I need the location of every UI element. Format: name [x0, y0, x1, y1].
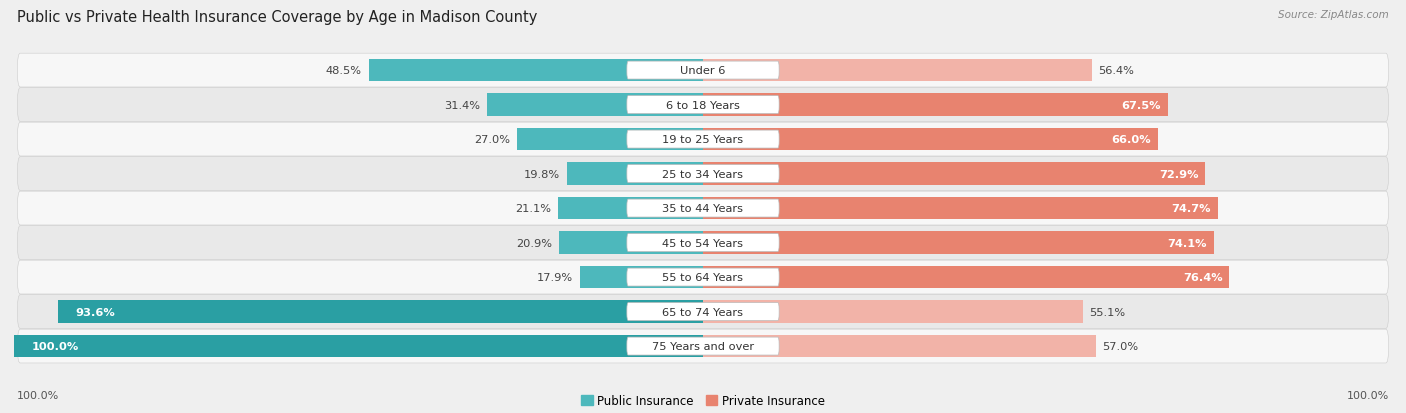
Text: 57.0%: 57.0% [1102, 341, 1139, 351]
Bar [703, 163, 1205, 185]
Text: 55.1%: 55.1% [1090, 307, 1126, 317]
FancyBboxPatch shape [627, 96, 779, 114]
Bar [703, 335, 1095, 357]
Text: 100.0%: 100.0% [17, 390, 59, 400]
FancyBboxPatch shape [17, 261, 1389, 294]
Bar [58, 301, 703, 323]
Text: 76.4%: 76.4% [1182, 273, 1222, 282]
Bar [703, 301, 1083, 323]
FancyBboxPatch shape [17, 88, 1389, 122]
Text: 19.8%: 19.8% [523, 169, 560, 179]
FancyBboxPatch shape [17, 330, 1389, 363]
Bar [517, 128, 703, 151]
Bar [703, 128, 1157, 151]
Text: 74.7%: 74.7% [1171, 204, 1211, 214]
FancyBboxPatch shape [17, 295, 1389, 329]
Bar [703, 94, 1168, 116]
FancyBboxPatch shape [627, 131, 779, 149]
Text: Under 6: Under 6 [681, 66, 725, 76]
Text: 74.1%: 74.1% [1167, 238, 1206, 248]
Legend: Public Insurance, Private Insurance: Public Insurance, Private Insurance [581, 394, 825, 407]
FancyBboxPatch shape [627, 268, 779, 286]
Text: 21.1%: 21.1% [515, 204, 551, 214]
Bar [703, 60, 1091, 82]
Bar [567, 163, 703, 185]
Text: 75 Years and over: 75 Years and over [652, 341, 754, 351]
FancyBboxPatch shape [17, 54, 1389, 88]
Bar [703, 197, 1218, 220]
Text: 17.9%: 17.9% [537, 273, 572, 282]
Text: 93.6%: 93.6% [76, 307, 115, 317]
Bar [486, 94, 703, 116]
Text: 35 to 44 Years: 35 to 44 Years [662, 204, 744, 214]
Text: 20.9%: 20.9% [516, 238, 553, 248]
FancyBboxPatch shape [627, 303, 779, 321]
Text: 6 to 18 Years: 6 to 18 Years [666, 100, 740, 110]
FancyBboxPatch shape [627, 234, 779, 252]
FancyBboxPatch shape [627, 165, 779, 183]
FancyBboxPatch shape [627, 337, 779, 355]
Text: 27.0%: 27.0% [474, 135, 510, 145]
Text: 56.4%: 56.4% [1098, 66, 1135, 76]
Text: 25 to 34 Years: 25 to 34 Years [662, 169, 744, 179]
FancyBboxPatch shape [17, 192, 1389, 225]
Text: 100.0%: 100.0% [1347, 390, 1389, 400]
Text: 55 to 64 Years: 55 to 64 Years [662, 273, 744, 282]
FancyBboxPatch shape [627, 199, 779, 218]
Bar [579, 266, 703, 289]
Text: 100.0%: 100.0% [31, 341, 79, 351]
Bar [703, 266, 1229, 289]
FancyBboxPatch shape [17, 123, 1389, 157]
Bar [558, 197, 703, 220]
Text: 48.5%: 48.5% [326, 66, 361, 76]
Text: Source: ZipAtlas.com: Source: ZipAtlas.com [1278, 10, 1389, 20]
Bar [14, 335, 703, 357]
Text: Public vs Private Health Insurance Coverage by Age in Madison County: Public vs Private Health Insurance Cover… [17, 10, 537, 25]
Text: 67.5%: 67.5% [1122, 100, 1161, 110]
Text: 65 to 74 Years: 65 to 74 Years [662, 307, 744, 317]
Text: 19 to 25 Years: 19 to 25 Years [662, 135, 744, 145]
Text: 72.9%: 72.9% [1159, 169, 1198, 179]
Bar [368, 60, 703, 82]
Text: 31.4%: 31.4% [444, 100, 479, 110]
FancyBboxPatch shape [627, 62, 779, 80]
Bar [560, 232, 703, 254]
FancyBboxPatch shape [17, 226, 1389, 260]
Text: 45 to 54 Years: 45 to 54 Years [662, 238, 744, 248]
Bar [703, 232, 1213, 254]
FancyBboxPatch shape [17, 157, 1389, 191]
Text: 66.0%: 66.0% [1111, 135, 1152, 145]
